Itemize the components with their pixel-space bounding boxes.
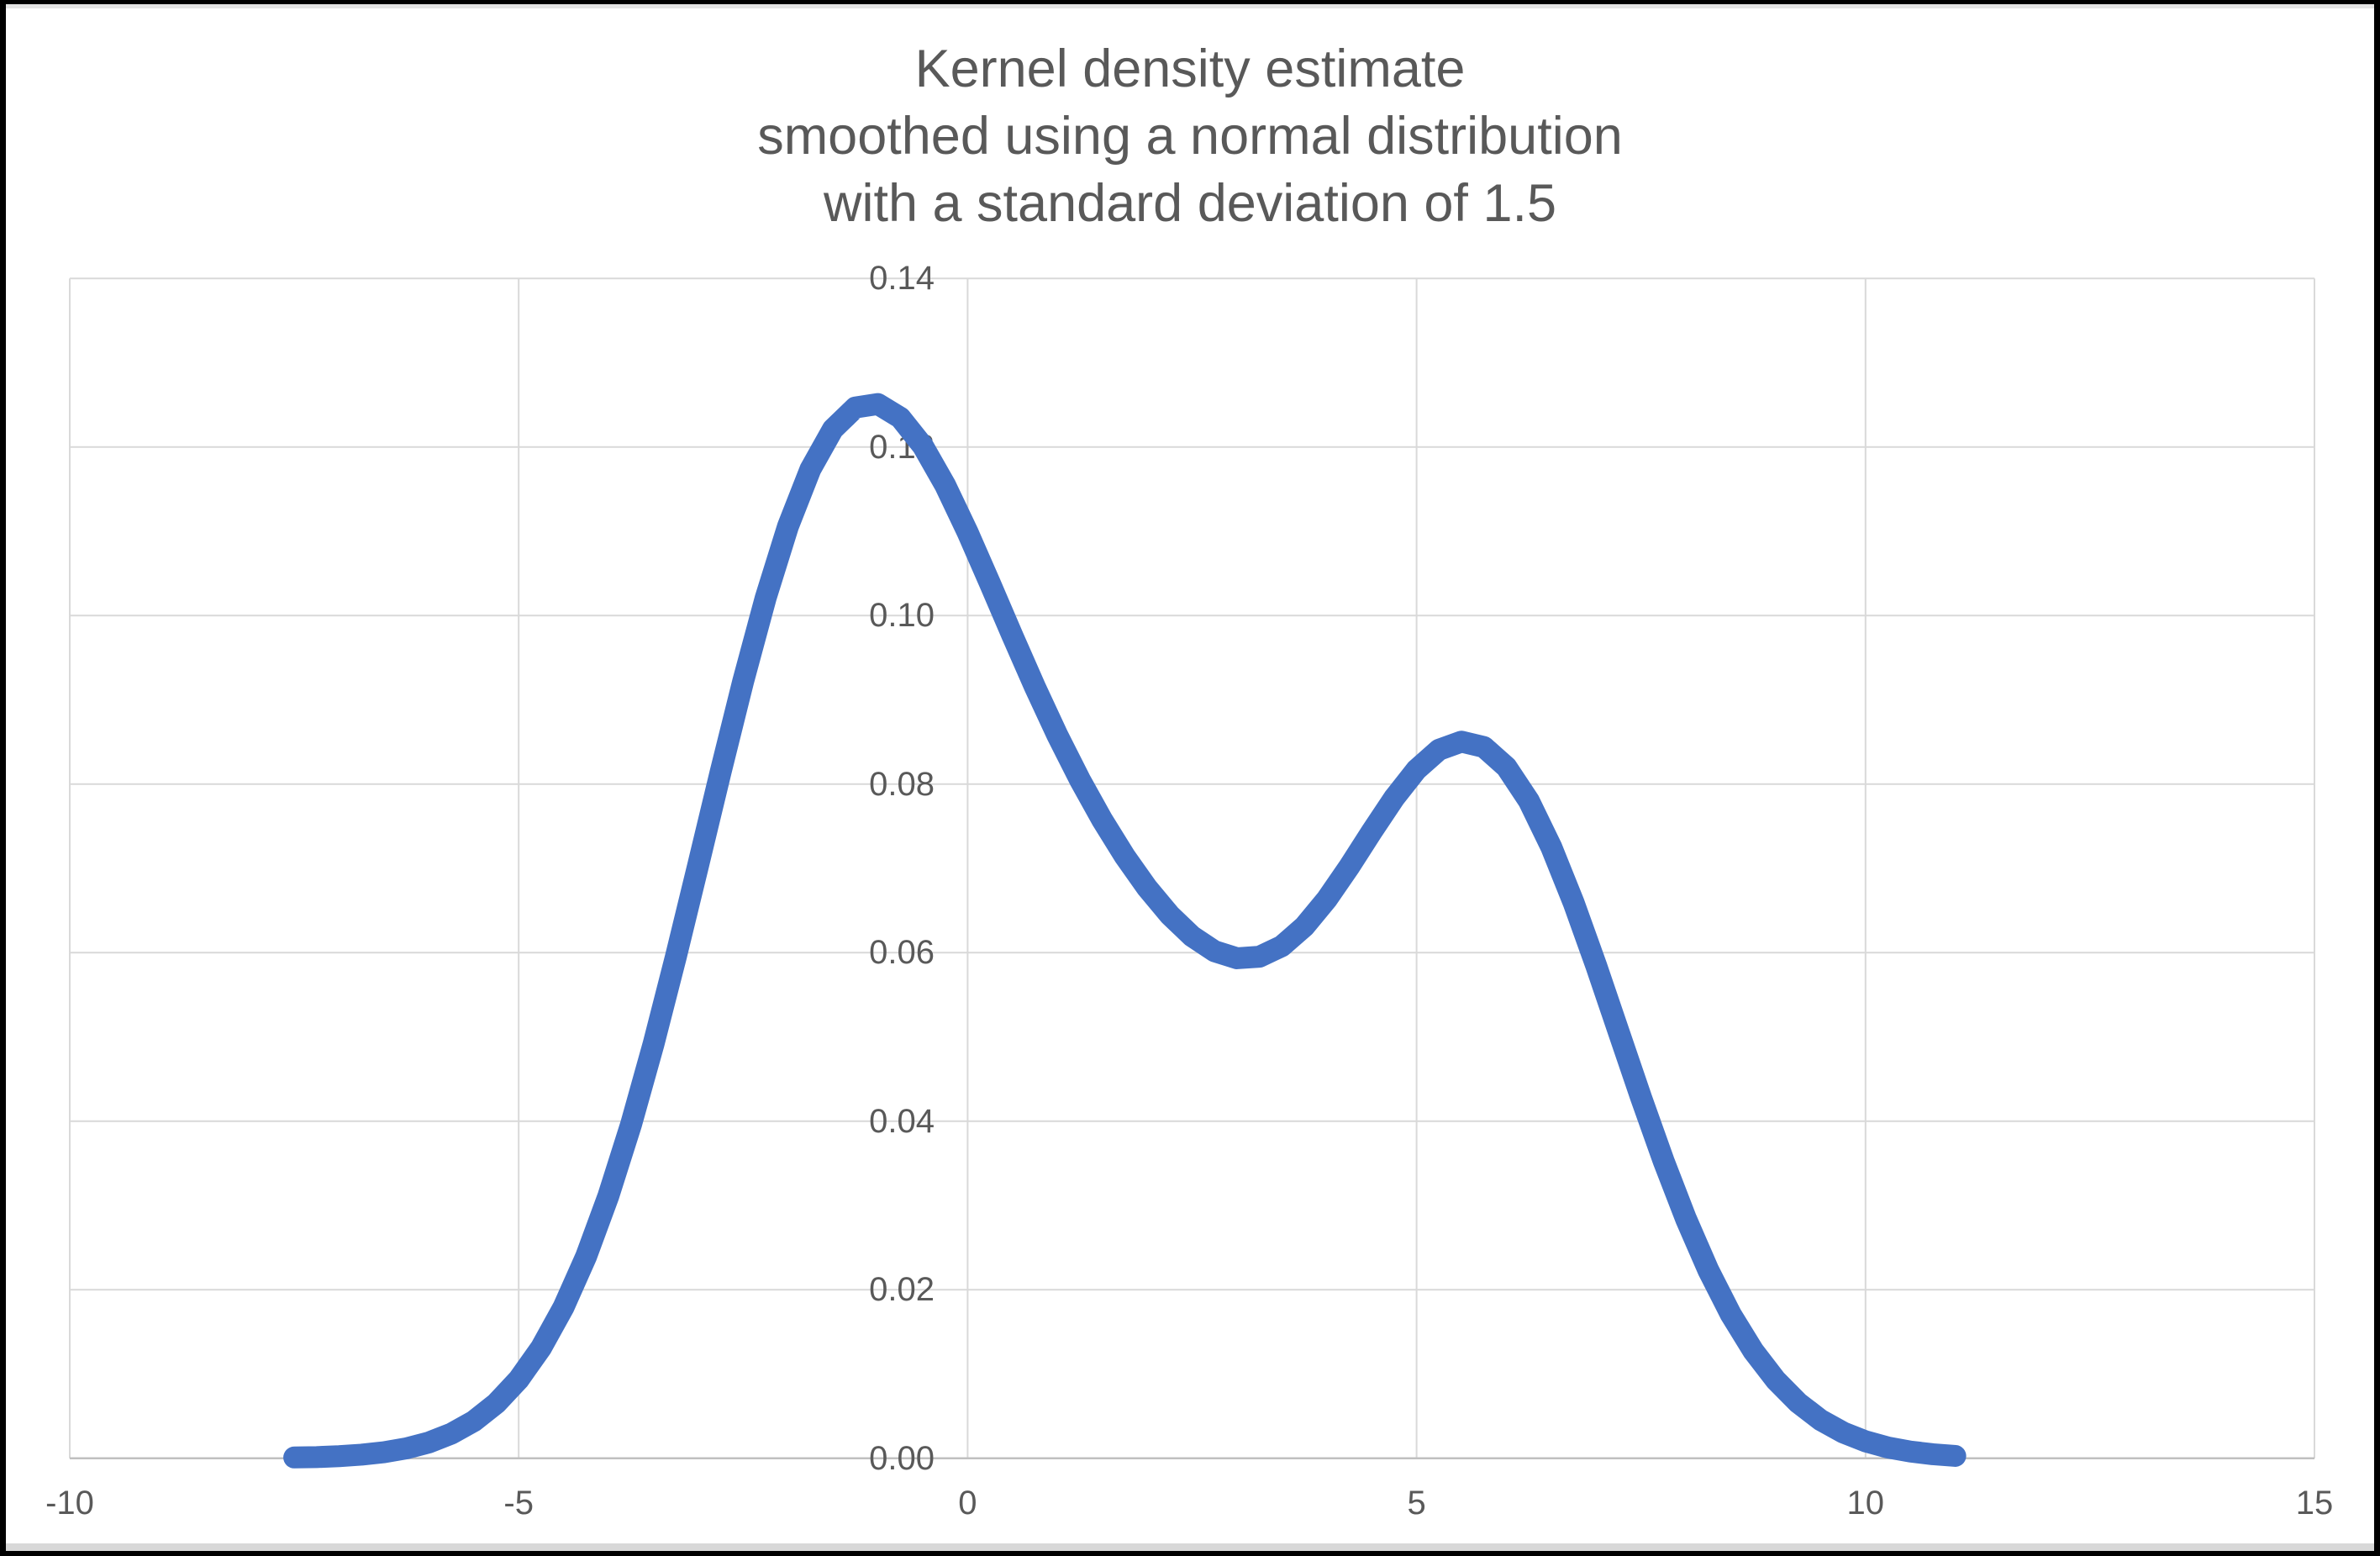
y-tick-label: 0.04	[869, 1102, 935, 1140]
x-tick-label: 15	[2295, 1485, 2334, 1522]
chart-title-line-1: Kernel density estimate	[914, 40, 1466, 98]
x-tick-label: -10	[45, 1485, 94, 1522]
x-tick-label: -5	[503, 1485, 534, 1522]
chart-title-line-3: with a standard deviation of 1.5	[823, 174, 1557, 233]
window-edge-top	[6, 4, 2374, 8]
y-tick-label: 0.08	[869, 765, 935, 803]
y-tick-label: 0.10	[869, 597, 935, 634]
x-tick-label: 10	[1846, 1485, 1885, 1522]
chart-background	[6, 4, 2374, 1551]
x-tick-label: 0	[958, 1485, 977, 1522]
y-tick-label: 0.14	[869, 260, 935, 297]
y-tick-label: 0.06	[869, 934, 935, 971]
x-tick-label: 5	[1407, 1485, 1426, 1522]
window-edge-bottom	[6, 1543, 2374, 1551]
chart-title-line-2: smoothed using a normal distribution	[757, 107, 1623, 166]
chart-title: Kernel density estimate smoothed using a…	[0, 35, 2380, 237]
series-layer	[283, 393, 1967, 1469]
y-tick-label: 0.02	[869, 1271, 935, 1308]
y-tick-label: 0.00	[869, 1439, 935, 1477]
kde-curve	[283, 393, 1967, 1469]
